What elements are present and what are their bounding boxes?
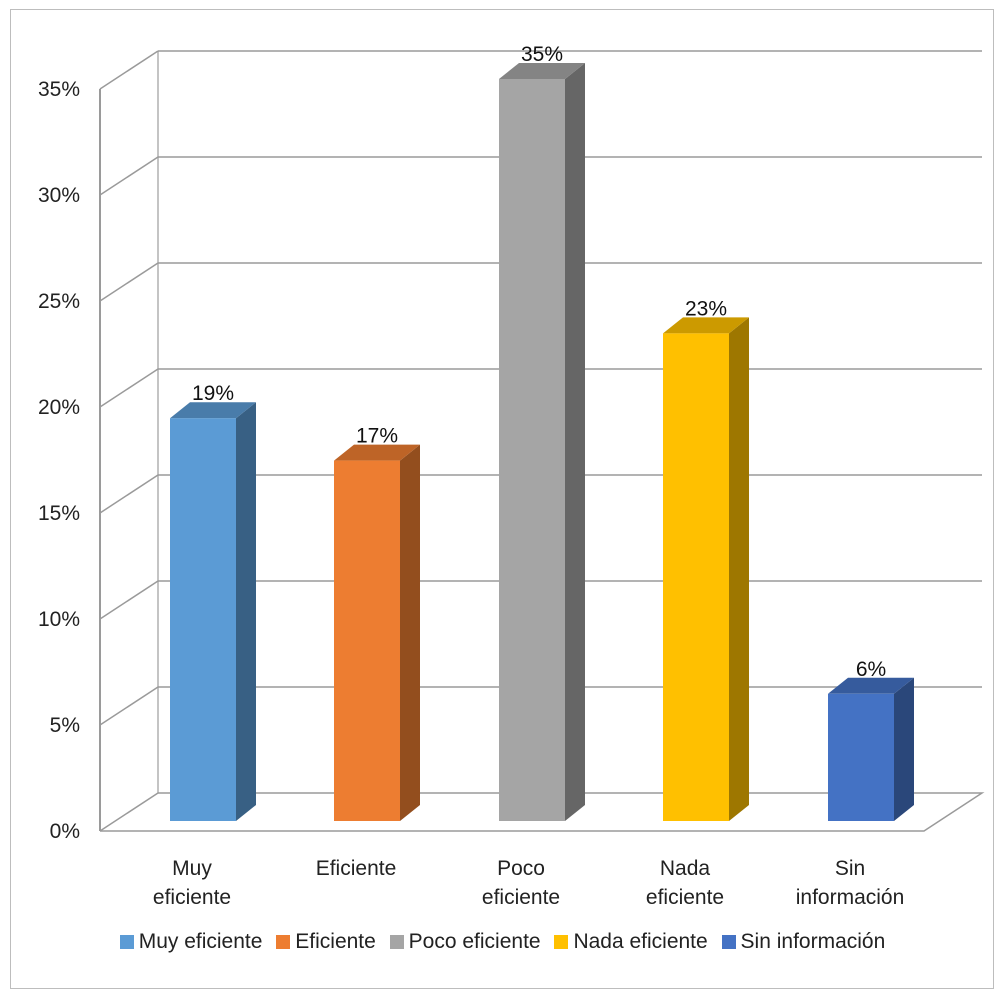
data-label: 23% (685, 297, 727, 320)
x-category-label: Muy (172, 857, 212, 880)
y-tick-label: 20% (38, 396, 80, 419)
bar-side (400, 444, 420, 821)
gridline-diagonal (99, 686, 159, 726)
data-label: 19% (192, 382, 234, 405)
bar-side (565, 63, 585, 821)
bar (499, 79, 565, 821)
legend-item-nada-eficiente: Nada eficiente (554, 930, 708, 954)
data-label: 35% (521, 43, 563, 66)
legend-swatch (554, 935, 569, 949)
bar-top (170, 402, 256, 419)
bar-side (729, 317, 749, 821)
bar-top (663, 317, 749, 334)
legend-item-sin-informacion: Sin información (721, 930, 886, 954)
y-tick-label: 15% (38, 502, 80, 525)
bar-side (236, 402, 256, 821)
data-label: 6% (856, 658, 886, 681)
y-tick-label: 35% (38, 78, 80, 101)
legend-label: Nada eficiente (573, 930, 708, 953)
bar (663, 333, 729, 821)
y-tick-label: 10% (38, 608, 80, 631)
x-category-label: eficiente (153, 886, 231, 909)
legend-swatch (276, 935, 291, 949)
gridline-diagonal (99, 580, 159, 620)
bar (334, 460, 400, 821)
x-category-label: eficiente (482, 886, 560, 909)
x-category-label: información (796, 886, 905, 909)
legend-item-muy-eficiente: Muy eficiente (119, 930, 263, 954)
bar (170, 418, 236, 821)
x-category-label: Sin (835, 857, 865, 880)
legend-item-poco-eficiente: Poco eficiente (389, 930, 541, 954)
gridline-diagonal (99, 368, 159, 408)
legend-label: Eficiente (295, 930, 376, 953)
y-tick-label: 30% (38, 184, 80, 207)
gridline-diagonal (99, 792, 159, 832)
legend-swatch (119, 935, 134, 949)
gridline-diagonal (99, 474, 159, 514)
legend-label: Poco eficiente (408, 930, 541, 953)
legend-item-eficiente: Eficiente (276, 930, 376, 954)
y-tick-label: 0% (50, 820, 80, 843)
legend-swatch (721, 935, 736, 949)
legend: Muy eficiente Eficiente Poco eficiente N… (0, 930, 1005, 954)
x-category-label: eficiente (646, 886, 724, 909)
gridline-diagonal (99, 262, 159, 302)
y-tick-label: 5% (50, 714, 80, 737)
bar-top (499, 63, 585, 79)
x-category-label: Nada (660, 857, 711, 880)
legend-label: Sin información (740, 930, 886, 953)
x-category-label: Eficiente (316, 857, 397, 880)
bar-top (334, 444, 420, 461)
bar-side (894, 677, 914, 821)
bar-chart: 0% 5% 10% 15% 20% 25% 30% 35% 19% Muy eficiente 17%… (38, 43, 985, 909)
data-label: 17% (356, 425, 398, 448)
bar-top (828, 677, 914, 694)
x-category-label: Poco (497, 857, 545, 880)
y-tick-label: 25% (38, 290, 80, 313)
gridline-diagonal (99, 50, 159, 90)
bar (828, 693, 894, 821)
gridline-diagonal (99, 156, 159, 196)
legend-label: Muy eficiente (138, 930, 263, 953)
legend-swatch (389, 935, 404, 949)
